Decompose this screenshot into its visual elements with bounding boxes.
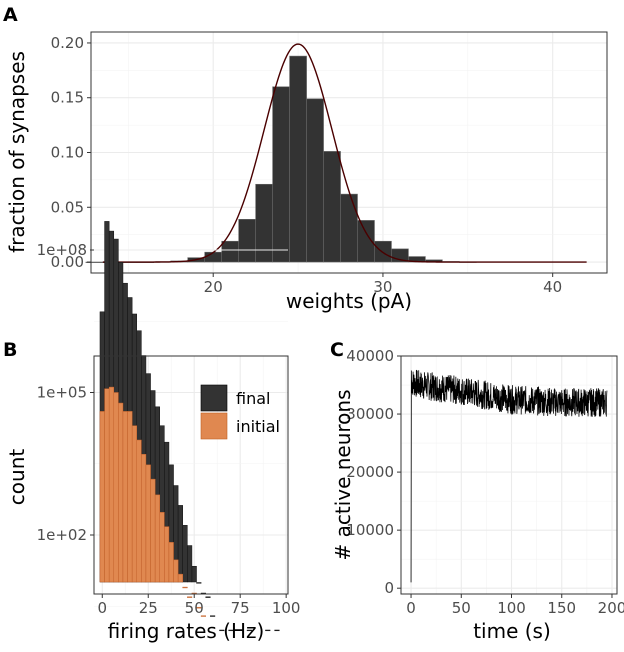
y-tick-label: 40000 [346, 347, 394, 365]
legend-label-initial: initial [236, 417, 280, 436]
legend-key-initial [200, 412, 228, 440]
y-tick-label: 0.05 [51, 198, 84, 216]
panel-a: A 0.00 0.05 0.10 0.15 0.20 20 30 40 weights (p… [3, 4, 608, 313]
panel-a-x-axis-title: weights (pA) [286, 289, 412, 313]
histogram-bar-final [205, 596, 211, 598]
histogram-bar-final [196, 582, 202, 584]
panel-c-x-axis-title: time (s) [473, 619, 551, 643]
y-tick-label: 20000 [346, 463, 394, 481]
histogram-bar-final [228, 629, 234, 632]
panel-c-label: C [330, 339, 344, 361]
x-tick-label: 100 [497, 599, 526, 617]
histogram-bar-initial [173, 559, 179, 583]
panel-a-bars [85, 55, 477, 263]
histogram-bar-initial [141, 454, 147, 583]
histogram-bar [204, 251, 222, 263]
x-tick-label: 40 [543, 278, 562, 296]
panel-b-frame [93, 355, 289, 595]
panel-c-y-ticks: 0 10000 20000 30000 40000 [346, 347, 401, 597]
panel-b-legend: final initial [200, 384, 280, 440]
histogram-bar-initial [200, 615, 206, 617]
panel-c-y-axis-title: # active neurons [331, 389, 355, 560]
panel-a-y-ticks: 0.00 0.05 0.10 0.15 0.20 [51, 34, 91, 271]
histogram-bar-initial [168, 542, 174, 583]
x-tick-label: 0 [406, 599, 416, 617]
panel-b-bars-initial [99, 386, 206, 617]
histogram-bar-initial [127, 411, 133, 583]
histogram-bar-initial [164, 526, 170, 583]
histogram-bar-initial [104, 388, 110, 583]
histogram-bar-final [182, 525, 188, 583]
histogram-bar [340, 193, 358, 263]
x-tick-label: 75 [231, 599, 250, 617]
histogram-bar-initial [136, 439, 142, 583]
histogram-bar-final [274, 629, 280, 632]
legend-label-final: final [236, 389, 270, 408]
panel-a-label: A [3, 4, 18, 26]
histogram-bar-initial [177, 573, 183, 583]
y-tick-label: 0 [384, 579, 394, 597]
histogram-bar-initial [196, 607, 202, 609]
histogram-bar-initial [187, 596, 193, 598]
y-tick-label: 0.15 [51, 89, 84, 107]
panel-a-gaussian-fit-curve [102, 43, 587, 263]
panel-a-x-ticks: 20 30 40 [204, 273, 562, 296]
y-tick-label: 1e+05 [37, 384, 87, 402]
panel-b: B 1e+02 1e+05 1e+08 0 25 50 75 100 final initi… [3, 221, 300, 643]
histogram-bar-final [177, 505, 183, 583]
histogram-bar-final [187, 545, 193, 583]
panel-b-x-axis-title: firing rates (Hz) [108, 619, 265, 643]
panel-c-x-ticks: 0 50 100 150 200 [406, 594, 624, 617]
y-tick-label: 0.10 [51, 144, 84, 162]
histogram-bar-initial [108, 386, 115, 583]
panel-c-active-neurons-line [410, 369, 608, 583]
histogram-bar-final [210, 615, 216, 617]
y-tick-label: 1e+02 [37, 526, 87, 544]
panel-b-x-ticks: 0 25 50 75 100 [98, 594, 301, 617]
histogram-bar-final [191, 565, 197, 583]
panel-a-y-axis-title: fraction of synapses [5, 51, 29, 253]
histogram-bar [272, 86, 290, 263]
panel-b-label: B [3, 339, 17, 361]
panel-c-frame [400, 355, 618, 595]
histogram-bar [221, 240, 239, 263]
y-tick-label: 1e+08 [37, 241, 87, 259]
y-tick-label: 10000 [346, 521, 394, 539]
x-tick-label: 150 [547, 599, 576, 617]
histogram-bar [323, 151, 341, 263]
histogram-bar-initial [159, 512, 165, 583]
panel-c: C 0 10000 20000 30000 40000 0 50 100 150 200 tim… [330, 339, 624, 643]
histogram-bar-initial [113, 392, 119, 583]
y-tick-label: 30000 [346, 405, 394, 423]
x-tick-label: 30 [373, 278, 392, 296]
x-tick-label: 50 [185, 599, 204, 617]
histogram-bar-initial [145, 464, 151, 583]
histogram-bar-initial [122, 411, 128, 583]
histogram-bar-final [265, 629, 271, 632]
histogram-bar-initial [131, 425, 138, 583]
histogram-bar-final [219, 629, 225, 632]
x-tick-label: 200 [598, 599, 624, 617]
histogram-bar-final [246, 629, 252, 632]
panel-b-y-axis-title: count [5, 449, 29, 506]
x-tick-label: 25 [139, 599, 158, 617]
histogram-bar-initial [118, 402, 124, 583]
histogram-bar [289, 55, 307, 263]
x-tick-label: 20 [204, 278, 223, 296]
histogram-bar-initial [150, 478, 156, 583]
x-tick-label: 0 [98, 599, 108, 617]
histogram-bar-initial [182, 586, 188, 589]
panel-b-y-ticks: 1e+02 1e+05 1e+08 [37, 241, 94, 544]
histogram-bar [238, 219, 256, 263]
histogram-bar-initial [99, 411, 105, 583]
y-tick-label: 0.00 [51, 253, 84, 271]
legend-key-final [200, 384, 228, 412]
x-tick-label: 100 [272, 599, 301, 617]
histogram-bar [306, 98, 324, 263]
y-tick-label: 0.20 [51, 34, 84, 52]
histogram-bar-initial [154, 494, 160, 583]
x-tick-label: 50 [452, 599, 471, 617]
